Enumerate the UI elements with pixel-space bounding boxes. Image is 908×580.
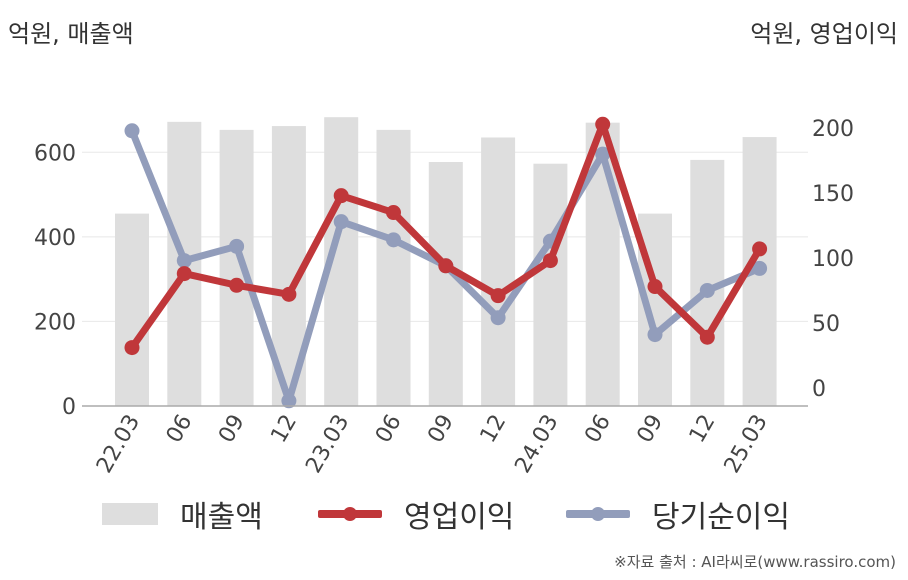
- net-income-point-7: [490, 310, 506, 326]
- operating-profit-point-5: [386, 205, 401, 221]
- left-tick-label-2: 400: [34, 226, 76, 251]
- right-tick-label-4: 200: [812, 117, 854, 142]
- revenue-bar-6: [428, 162, 463, 406]
- legend-label-operating-profit: 영업이익: [404, 500, 515, 535]
- legend: 매출액 영업이익 당기순이익: [0, 492, 908, 536]
- operating-profit-point-12: [752, 241, 768, 257]
- x-tick-label-4: 23.03: [301, 411, 354, 478]
- legend-label-net-income: 당기순이익: [652, 500, 790, 535]
- x-tick-label-2: 09: [214, 411, 250, 448]
- operating-profit-point-9: [595, 116, 611, 132]
- right-tick-label-1: 50: [812, 312, 840, 337]
- net-income-point-0: [124, 123, 140, 139]
- x-tick-label-11: 12: [685, 411, 721, 448]
- x-tick-label-3: 12: [266, 411, 302, 448]
- net-income-point-5: [386, 232, 401, 248]
- net-income-point-1: [176, 253, 192, 269]
- revenue-bar-5: [376, 129, 411, 407]
- right-tick-label-3: 150: [812, 182, 854, 207]
- net-income-point-3: [281, 393, 297, 409]
- operating-profit-point-0: [124, 340, 140, 356]
- operating-profit-point-8: [542, 253, 558, 269]
- net-income-point-11: [699, 282, 715, 298]
- net-income-point-4: [333, 214, 349, 230]
- x-tick-label-6: 09: [423, 411, 459, 448]
- net-income-point-12: [752, 260, 768, 276]
- right-tick-label-2: 100: [812, 247, 854, 272]
- operating-profit-point-6: [438, 258, 454, 274]
- right-axis-unit: 억원, 영업이익: [750, 20, 898, 48]
- x-tick-label-12: 25.03: [720, 411, 773, 478]
- x-tick-label-8: 24.03: [510, 411, 563, 478]
- left-tick-label-0: 0: [62, 395, 76, 420]
- operating-profit-point-10: [647, 279, 663, 295]
- x-tick-label-1: 06: [162, 411, 198, 448]
- revenue-bar-2: [219, 129, 254, 407]
- legend-item-net-income: 당기순이익: [566, 492, 790, 536]
- legend-swatch-revenue: [102, 503, 158, 525]
- legend-label-revenue: 매출액: [180, 500, 263, 535]
- net-income-point-10: [647, 327, 663, 343]
- net-income-point-2: [229, 238, 245, 254]
- x-tick-label-5: 06: [371, 411, 407, 448]
- operating-profit-point-7: [490, 288, 506, 304]
- x-tick-label-0: 22.03: [92, 411, 145, 478]
- x-tick-label-7: 12: [476, 410, 512, 447]
- legend-item-operating-profit: 영업이익: [318, 492, 514, 536]
- legend-item-revenue: 매출액: [102, 492, 263, 536]
- operating-profit-point-2: [229, 277, 245, 293]
- operating-profit-point-1: [176, 266, 192, 282]
- x-tick-label-10: 09: [633, 411, 669, 448]
- operating-profit-point-11: [699, 329, 715, 345]
- legend-swatch-operating-profit: [318, 503, 382, 525]
- source-note: ※자료 출처 : AI라씨로(www.rassiro.com): [614, 553, 896, 571]
- left-tick-label-1: 200: [34, 310, 76, 335]
- right-tick-label-0: 0: [812, 377, 826, 402]
- revenue-bar-7: [481, 137, 516, 406]
- legend-swatch-net-income: [566, 503, 630, 525]
- revenue-bar-8: [533, 163, 568, 406]
- revenue-bar-0: [115, 213, 149, 406]
- profit-lines: [124, 116, 768, 409]
- operating-profit-point-4: [333, 188, 349, 204]
- left-tick-label-3: 600: [34, 141, 76, 166]
- operating-profit-point-3: [281, 286, 297, 302]
- left-axis-unit: 억원, 매출액: [8, 20, 134, 48]
- x-tick-label-9: 06: [580, 411, 616, 448]
- net-income-point-9: [595, 146, 611, 162]
